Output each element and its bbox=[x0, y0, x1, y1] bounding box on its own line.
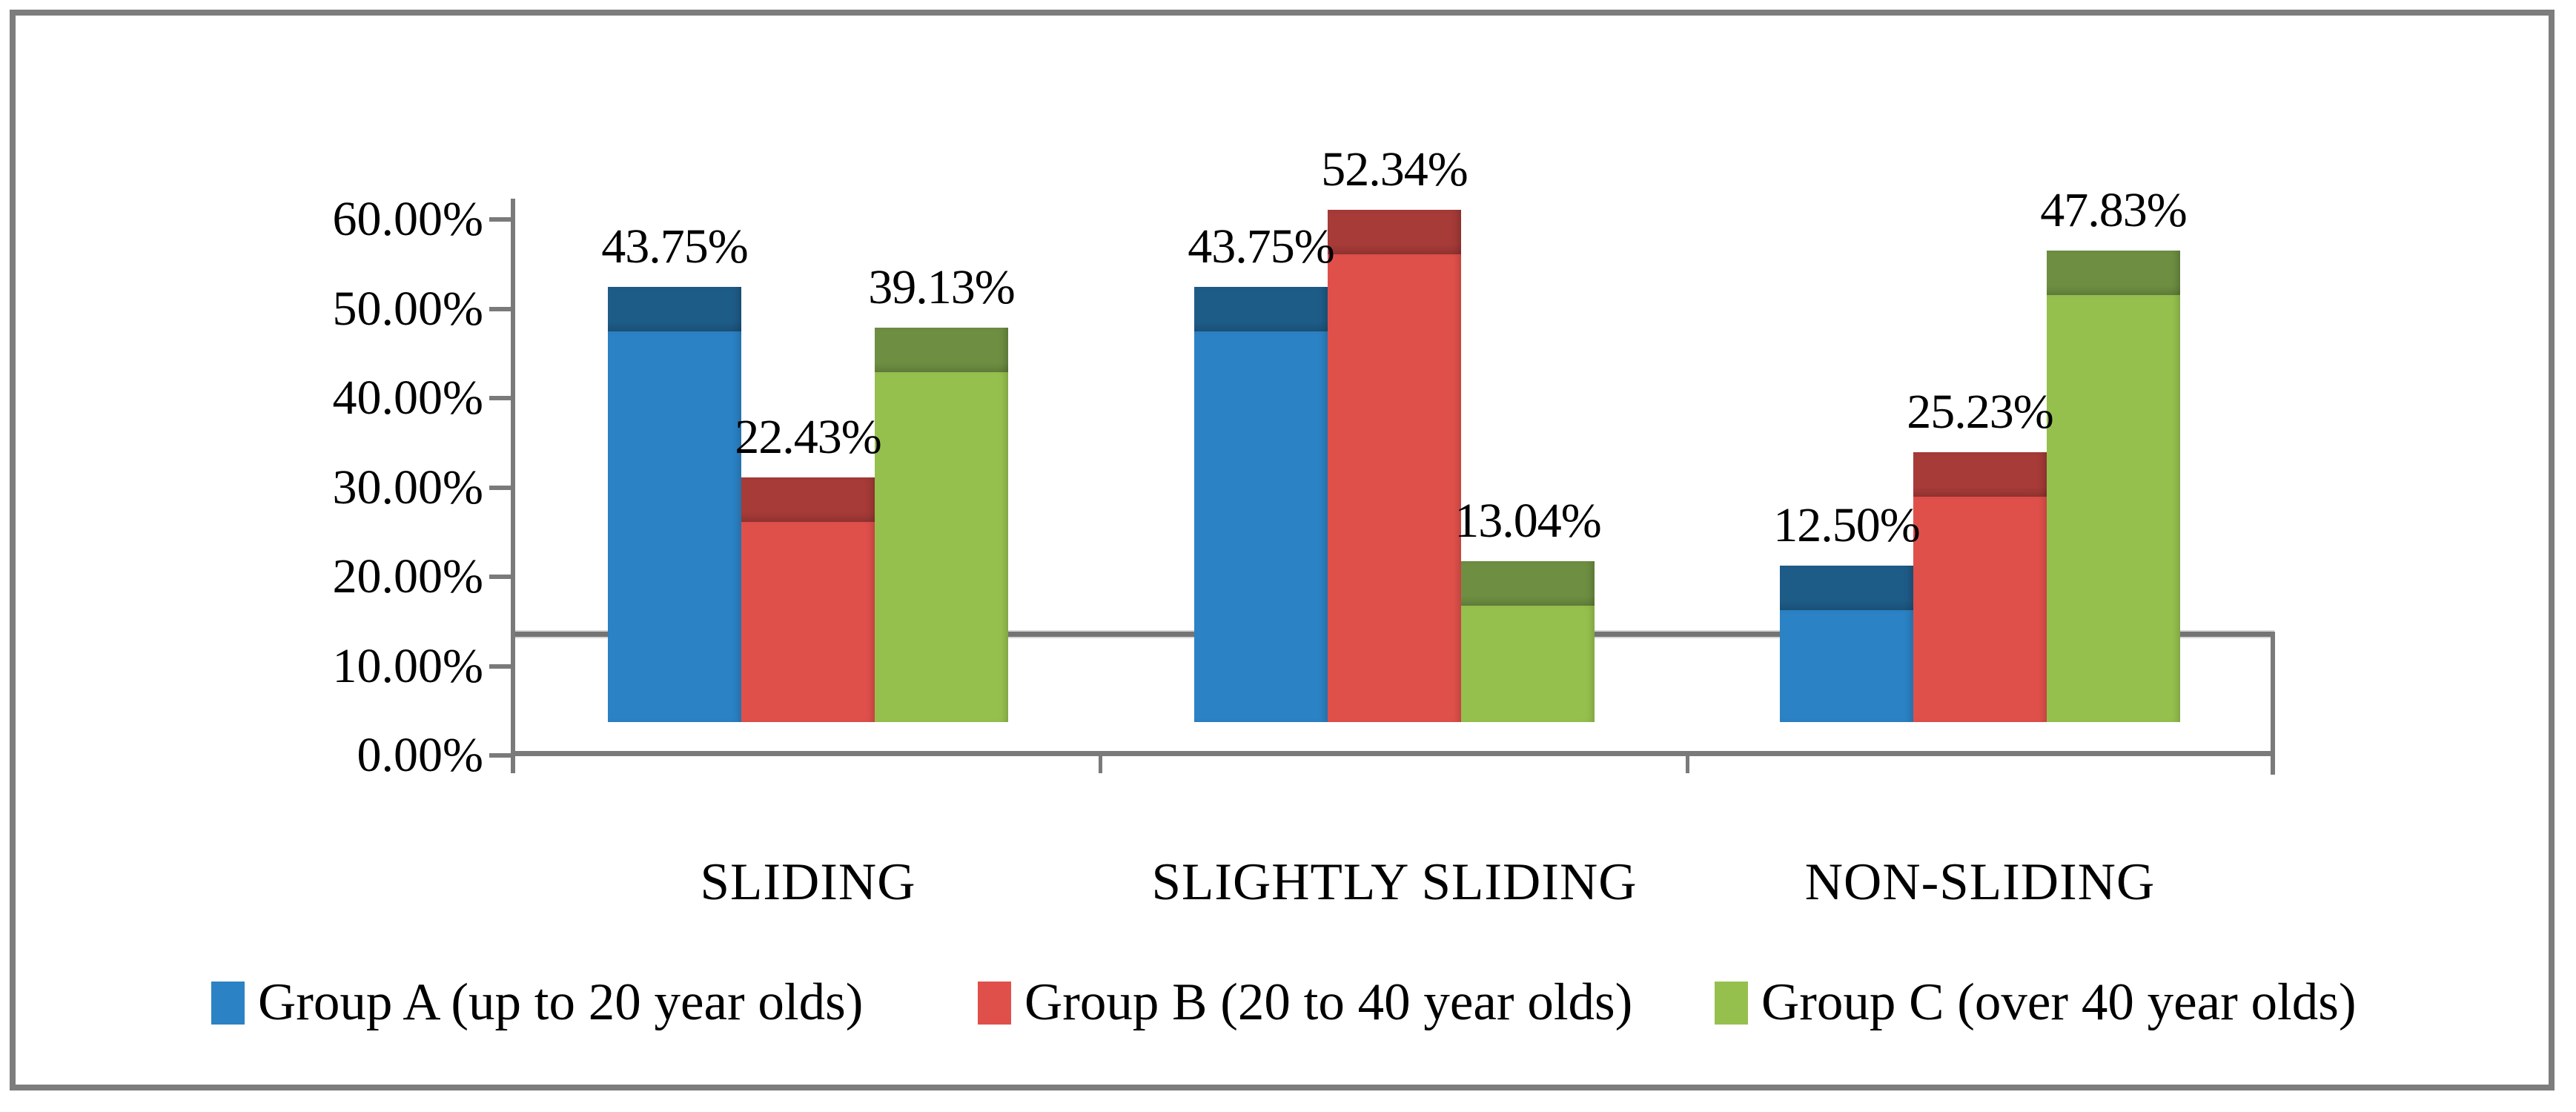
bar-top-face bbox=[741, 477, 875, 522]
bar-top-face bbox=[1194, 286, 1328, 331]
y-axis-tick-label: 40.00% bbox=[332, 371, 483, 425]
bar bbox=[608, 286, 741, 722]
bar-body bbox=[1461, 605, 1595, 722]
y-axis-tick-label: 60.00% bbox=[332, 192, 483, 246]
bar-top-face bbox=[1328, 210, 1461, 255]
bar-value-label: 47.83% bbox=[2040, 182, 2187, 237]
x-axis-line bbox=[513, 751, 2274, 756]
legend-item: Group B (20 to 40 year olds) bbox=[978, 971, 1632, 1034]
y-axis-tick-label: 20.00% bbox=[332, 549, 483, 603]
y-axis-tick-label: 30.00% bbox=[332, 460, 483, 514]
y-axis-tick-label: 10.00% bbox=[332, 638, 483, 693]
bar-body bbox=[2047, 294, 2180, 722]
y-axis-line bbox=[511, 199, 515, 773]
legend-swatch bbox=[211, 981, 245, 1025]
y-axis-tick-label: 50.00% bbox=[332, 281, 483, 336]
bar bbox=[2047, 250, 2180, 722]
bar-body bbox=[875, 372, 1008, 722]
bar-value-label: 39.13% bbox=[868, 260, 1015, 315]
floor-right-edge bbox=[2271, 632, 2275, 775]
y-axis-tick bbox=[489, 753, 513, 758]
y-axis-tick bbox=[489, 485, 513, 490]
bar-value-label: 43.75% bbox=[1188, 219, 1334, 274]
bar bbox=[1780, 566, 1913, 722]
bar-body bbox=[1913, 496, 2047, 722]
legend-item: Group C (over 40 year olds) bbox=[1715, 971, 2357, 1034]
category-label: NON-SLIDING bbox=[1804, 853, 2156, 911]
bar-body bbox=[741, 521, 875, 722]
legend-swatch bbox=[1715, 981, 1748, 1025]
bar bbox=[1913, 451, 2047, 722]
y-axis-tick bbox=[489, 575, 513, 579]
bar-top-face bbox=[1780, 566, 1913, 611]
legend-label: Group B (20 to 40 year olds) bbox=[1024, 973, 1633, 1031]
y-axis-tick bbox=[489, 217, 513, 222]
bar-top-face bbox=[1461, 560, 1595, 606]
x-axis-tick bbox=[1099, 751, 1102, 773]
bar-top-face bbox=[875, 328, 1008, 373]
legend-item: Group A (up to 20 year olds) bbox=[211, 971, 863, 1034]
legend-swatch bbox=[978, 981, 1011, 1025]
bar-body bbox=[1328, 254, 1461, 722]
bar-top-face bbox=[1913, 451, 2047, 497]
bar bbox=[741, 477, 875, 722]
bar bbox=[1194, 286, 1328, 722]
bar-top-face bbox=[2047, 250, 2180, 295]
y-axis-tick bbox=[489, 306, 513, 311]
legend-label: Group A (up to 20 year olds) bbox=[258, 973, 864, 1031]
bar-body bbox=[608, 331, 741, 722]
category-label: SLIDING bbox=[700, 853, 916, 911]
bar-value-label: 22.43% bbox=[735, 409, 881, 464]
bar-top-face bbox=[608, 286, 741, 331]
bar bbox=[875, 328, 1008, 722]
bar-value-label: 43.75% bbox=[601, 219, 748, 274]
y-axis-tick bbox=[489, 396, 513, 400]
bar-value-label: 12.50% bbox=[1773, 498, 1920, 553]
y-axis-tick-label: 0.00% bbox=[357, 728, 483, 782]
legend-label: Group C (over 40 year olds) bbox=[1761, 973, 2357, 1031]
y-axis-tick bbox=[489, 663, 513, 669]
bar-value-label: 25.23% bbox=[1907, 384, 2053, 439]
bar bbox=[1328, 210, 1461, 722]
bar-body bbox=[1780, 610, 1913, 722]
bar-value-label: 13.04% bbox=[1454, 493, 1601, 548]
bar-body bbox=[1194, 331, 1328, 722]
bar-value-label: 52.34% bbox=[1321, 142, 1468, 197]
bar bbox=[1461, 560, 1595, 722]
category-label: SLIGHTLY SLIDING bbox=[1151, 853, 1638, 911]
x-axis-tick bbox=[1686, 751, 1689, 773]
